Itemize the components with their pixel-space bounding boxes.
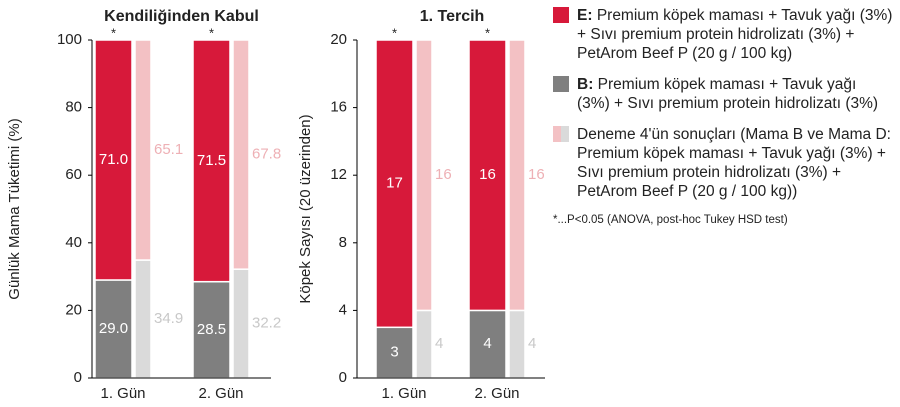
legend-swatch xyxy=(553,7,569,23)
x-tick-label: 1. Gün xyxy=(100,385,145,402)
value-label: 16 xyxy=(479,166,496,183)
y-axis-label: Köpek Sayısı (20 üzerinden) xyxy=(297,114,314,303)
legend: E: Premium köpek maması + Tavuk yağı (3%… xyxy=(553,6,893,230)
value-label: 71.5 xyxy=(197,152,226,169)
swatch-color xyxy=(553,7,569,23)
y-tick-label: 12 xyxy=(330,166,347,183)
bar-segment xyxy=(508,309,526,379)
legend-text: E: Premium köpek maması + Tavuk yağı (3%… xyxy=(577,6,893,63)
y-tick-label: 0 xyxy=(339,369,347,386)
bar-segment xyxy=(134,39,152,261)
legend-label: Premium köpek maması + Tavuk yağı (3%) +… xyxy=(577,7,893,62)
value-label: 4 xyxy=(483,335,491,352)
legend-swatch xyxy=(553,76,569,92)
y-tick-label: 16 xyxy=(330,99,347,116)
charts: Kendiliğinden Kabul Günlük Mama Tüketimi … xyxy=(6,8,547,402)
value-label: 28.5 xyxy=(197,321,226,338)
value-label: 3 xyxy=(390,344,398,361)
significance-star: * xyxy=(392,25,397,40)
value-label: 17 xyxy=(386,175,403,192)
value-label: 65.1 xyxy=(154,141,183,158)
value-label: 16 xyxy=(435,166,452,183)
x-tick-label: 2. Gün xyxy=(198,385,243,402)
bar-segment xyxy=(468,39,507,312)
bar-segment xyxy=(134,259,152,379)
y-tick-label: 80 xyxy=(65,99,82,116)
y-axis-label: Günlük Mama Tüketimi (%) xyxy=(6,118,23,299)
chart-title: Kendiliğinden Kabul xyxy=(104,8,259,25)
legend-item: Deneme 4'ün sonuçları (Mama B ve Mama D:… xyxy=(553,125,893,201)
y-tick-label: 8 xyxy=(339,234,347,251)
value-label: 4 xyxy=(528,335,536,352)
legend-swatch xyxy=(553,126,569,142)
x-tick-label: 1. Gün xyxy=(381,385,426,402)
legend-item: E: Premium köpek maması + Tavuk yağı (3%… xyxy=(553,6,893,63)
legend-prefix: B: xyxy=(577,76,594,93)
bar-segment xyxy=(375,39,414,329)
y-tick-label: 4 xyxy=(339,301,347,318)
value-label: 71.0 xyxy=(99,151,128,168)
value-label: 4 xyxy=(435,335,443,352)
bar-segment xyxy=(94,39,133,281)
y-tick-label: 60 xyxy=(65,166,82,183)
value-label: 16 xyxy=(528,166,545,183)
bar-segment xyxy=(508,39,526,312)
y-tick-label: 0 xyxy=(74,369,82,386)
bar-segment xyxy=(375,326,414,379)
legend-text: B: Premium köpek maması + Tavuk yağı (3%… xyxy=(577,75,893,113)
value-label: 34.9 xyxy=(154,310,183,327)
y-tick-label: 100 xyxy=(57,31,82,48)
y-tick-label: 20 xyxy=(330,31,347,48)
swatch-color xyxy=(561,126,569,142)
bar-segment xyxy=(232,39,250,270)
value-label: 29.0 xyxy=(99,320,128,337)
significance-star: * xyxy=(485,25,490,40)
swatch-color xyxy=(553,126,561,142)
y-tick-label: 40 xyxy=(65,234,82,251)
legend-label: Deneme 4'ün sonuçları (Mama B ve Mama D:… xyxy=(577,126,891,200)
bar-segment xyxy=(468,309,507,379)
y-tick-label: 20 xyxy=(65,301,82,318)
legend-label: Premium köpek maması + Tavuk yağı (3%) +… xyxy=(577,76,879,112)
bar-segment xyxy=(232,268,250,379)
bar-segment xyxy=(192,39,231,283)
bar-segment xyxy=(415,39,433,312)
significance-star: * xyxy=(111,25,116,40)
chart-title: 1. Tercih xyxy=(420,8,485,25)
legend-text: Deneme 4'ün sonuçları (Mama B ve Mama D:… xyxy=(577,125,893,201)
value-label: 67.8 xyxy=(252,146,281,163)
legend-prefix: E: xyxy=(577,7,593,24)
swatch-color xyxy=(553,76,569,92)
x-tick-label: 2. Gün xyxy=(474,385,519,402)
bar-segment xyxy=(415,309,433,379)
footnote: *...P<0.05 (ANOVA, post-hoc Tukey HSD te… xyxy=(553,214,788,226)
significance-star: * xyxy=(209,25,214,40)
value-label: 32.2 xyxy=(252,315,281,332)
bar-segment xyxy=(192,280,231,379)
legend-item: B: Premium köpek maması + Tavuk yağı (3%… xyxy=(553,75,893,113)
